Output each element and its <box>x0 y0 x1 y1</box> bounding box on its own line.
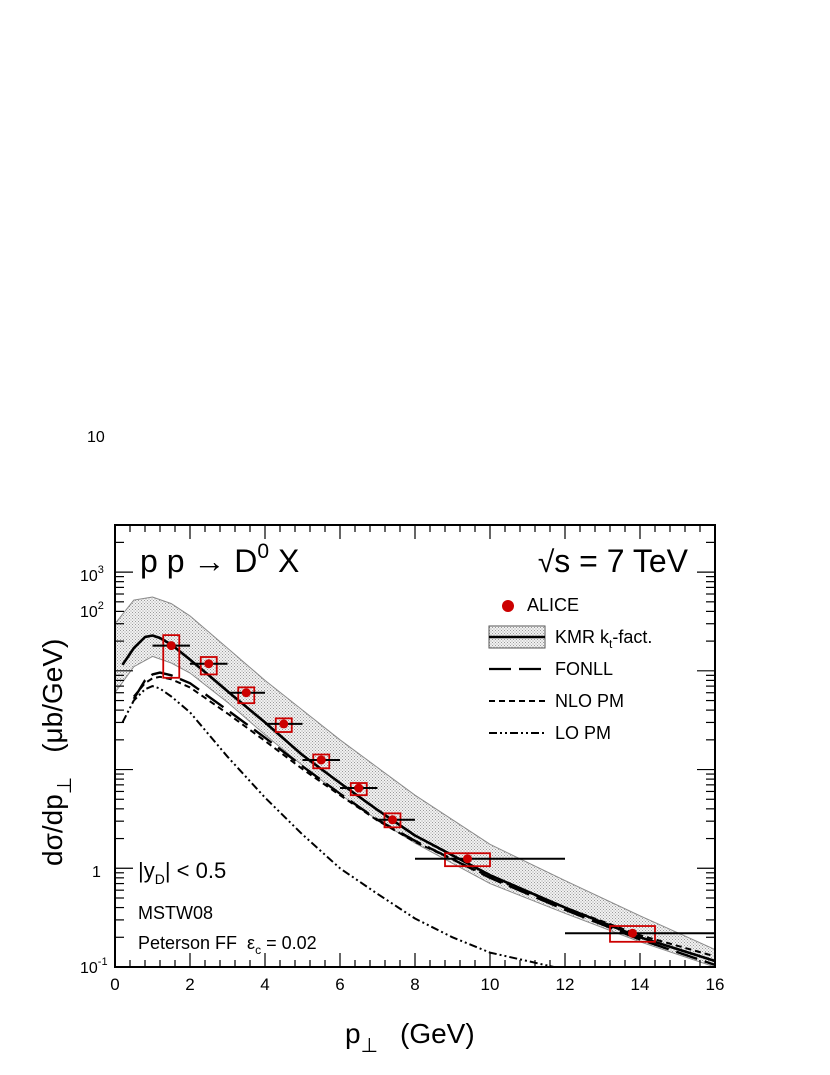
chart-title: p p → D0 X <box>140 540 299 579</box>
alice-point <box>340 782 378 797</box>
alice-systematic-box <box>199 656 218 676</box>
x-tick-label: 4 <box>260 975 269 994</box>
alice-point <box>302 753 340 770</box>
theory-curves <box>121 634 715 967</box>
y-tick-label: 103 <box>80 564 104 585</box>
curve-nlo-pm <box>133 675 715 958</box>
x-tick-label: 0 <box>110 975 119 994</box>
kmr-band-area <box>115 596 715 967</box>
alice-marker <box>628 928 637 938</box>
curve-fonll <box>132 671 715 967</box>
x-tick-label: 2 <box>185 975 194 994</box>
alice-marker <box>204 659 214 669</box>
y-tick-label: 102 <box>80 600 104 621</box>
alice-systematic-box <box>349 782 368 797</box>
legend-label-alice: ALICE <box>527 595 579 615</box>
y-tick-labels: 103 102 10 1 10-1 <box>80 429 108 977</box>
alice-systematic-box <box>274 717 293 733</box>
alice-marker <box>354 783 364 793</box>
alice-point <box>415 852 565 868</box>
y-tick-label: 10-1 <box>80 956 108 977</box>
x-tick-label: 12 <box>556 975 575 994</box>
legend: ALICE KMR kt-fact. FONLL NLO PM LO PM <box>488 595 652 743</box>
alice-marker <box>166 641 176 651</box>
alice-point <box>565 925 715 943</box>
alice-point <box>152 634 190 679</box>
y-axis-label: dσ/dp⊥(μb/GeV) <box>37 639 76 866</box>
energy-label: √s = 7 TeV <box>538 543 689 579</box>
axis-ticks <box>114 524 716 968</box>
curve-kmr-kt-fact- <box>121 634 715 963</box>
x-tick-label: 6 <box>335 975 344 994</box>
annotations: |yD| < 0.5 MSTW08 Peterson FF εc = 0.02 <box>138 858 317 957</box>
alice-marker <box>388 815 397 825</box>
x-tick-label: 8 <box>410 975 419 994</box>
x-tick-label: 10 <box>481 975 500 994</box>
legend-label-fonll: FONLL <box>555 659 613 679</box>
alice-point <box>377 812 415 829</box>
x-axis-label: p⊥ (GeV) <box>345 1018 475 1057</box>
alice-point <box>190 656 228 676</box>
x-tick-label: 14 <box>631 975 650 994</box>
alice-marker <box>463 854 472 864</box>
x-tick-label: 16 <box>706 975 725 994</box>
plot-frame <box>114 524 716 968</box>
rapidity-annotation: |yD| < 0.5 <box>138 858 226 887</box>
alice-systematic-box <box>162 634 181 679</box>
alice-systematic-box <box>444 852 491 868</box>
curve-lo-pm <box>121 685 555 967</box>
legend-label-lo: LO PM <box>555 723 611 743</box>
legend-marker-alice <box>502 600 514 612</box>
legend-label-kmr: KMR kt-fact. <box>555 627 652 651</box>
alice-marker <box>316 755 326 765</box>
x-tick-labels: 0 2 4 6 8 10 12 14 16 <box>110 975 724 994</box>
alice-point <box>227 686 265 705</box>
alice-marker <box>241 688 251 698</box>
alice-marker <box>279 719 289 729</box>
alice-point <box>265 717 303 733</box>
pdf-annotation: MSTW08 <box>138 903 213 923</box>
ff-annotation: Peterson FF εc = 0.02 <box>138 933 317 957</box>
kmr-uncertainty-band <box>115 596 715 967</box>
alice-systematic-box <box>237 686 256 705</box>
alice-systematic-box <box>312 753 331 770</box>
y-tick-label: 10 <box>87 429 105 446</box>
alice-data-points <box>152 634 715 943</box>
y-tick-label: 1 <box>92 864 101 881</box>
legend-label-nlo: NLO PM <box>555 691 624 711</box>
